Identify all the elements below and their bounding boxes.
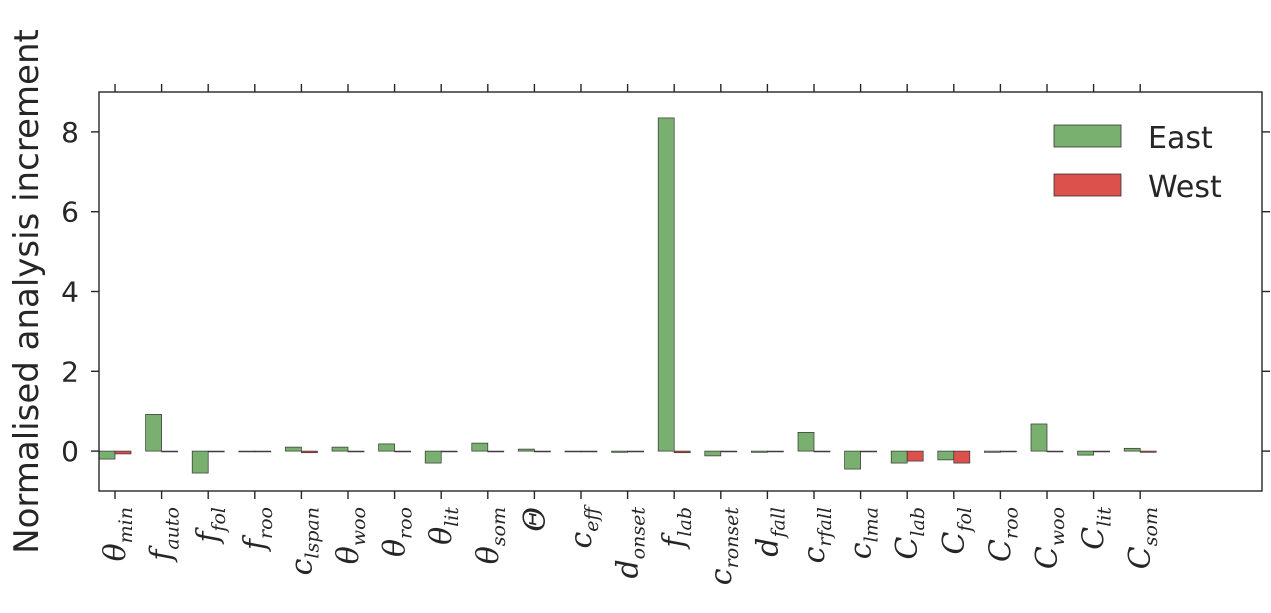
y-tick-label: 8 — [61, 116, 79, 149]
bar-west-20 — [1046, 450, 1064, 453]
x-tick-label: donset — [611, 507, 650, 579]
x-tick-label: θmin — [98, 507, 137, 561]
x-tick-label: ffol — [191, 507, 230, 545]
bar-west-17 — [906, 450, 924, 462]
legend-swatch-east — [1053, 124, 1122, 148]
x-tick-label: ceff — [564, 503, 603, 548]
x-tick-label: Cfol — [937, 507, 976, 555]
bar-west-5 — [347, 450, 365, 453]
bar-west-21 — [1093, 450, 1110, 453]
bar-east-6 — [378, 443, 395, 452]
x-tick-label: θwoo — [331, 507, 370, 564]
x-tick-label: Clit — [1077, 507, 1116, 550]
x-tick-label: θsom — [471, 507, 510, 564]
bar-east-2 — [191, 450, 209, 474]
bar-east-18 — [937, 450, 955, 461]
bar-east-20 — [1030, 423, 1048, 452]
x-tick-label: dfall — [750, 507, 789, 557]
bar-east-8 — [471, 442, 489, 452]
bar-east-15 — [797, 431, 815, 452]
bar-west-6 — [394, 450, 411, 453]
bar-east-14 — [751, 450, 768, 453]
bar-west-22 — [1139, 450, 1157, 453]
bar-east-1 — [145, 414, 162, 452]
bar-east-0 — [98, 450, 116, 460]
x-tick-label: crfall — [797, 507, 836, 563]
bar-west-11 — [627, 450, 644, 453]
bar-west-13 — [720, 450, 738, 453]
x-tick-label: θroo — [378, 507, 417, 557]
bar-west-7 — [440, 450, 458, 453]
x-tick-label: Csom — [1123, 507, 1162, 569]
bar-east-22 — [1123, 447, 1141, 452]
bar-east-13 — [704, 450, 722, 457]
bar-east-11 — [611, 450, 628, 453]
x-tick-label: Cwoo — [1030, 507, 1069, 569]
x-tick-label: fauto — [145, 507, 184, 563]
legend-label-east: East — [1148, 121, 1213, 156]
bar-west-10 — [580, 450, 598, 453]
x-tick-label: Clab — [890, 507, 929, 560]
bar-east-16 — [844, 450, 861, 470]
bar-east-9 — [518, 448, 535, 452]
bar-west-9 — [534, 450, 551, 453]
legend-label-west: West — [1148, 170, 1222, 205]
y-tick-label: 6 — [61, 196, 79, 229]
legend-swatch-west — [1053, 173, 1122, 197]
bar-west-15 — [813, 450, 831, 453]
bar-east-5 — [331, 446, 349, 452]
x-tick-label: Croo — [983, 507, 1022, 562]
bar-west-19 — [1000, 450, 1017, 453]
bar-west-14 — [767, 450, 784, 453]
bar-east-17 — [890, 450, 908, 464]
bar-west-1 — [161, 450, 178, 453]
bar-west-2 — [207, 450, 225, 453]
bar-west-16 — [860, 450, 877, 453]
y-tick-label: 4 — [61, 276, 79, 309]
bar-west-4 — [301, 450, 318, 454]
bar-west-3 — [254, 450, 272, 453]
bar-east-21 — [1077, 450, 1094, 456]
bar-west-8 — [487, 450, 505, 453]
x-tick-label: clspan — [284, 507, 323, 575]
bar-west-12 — [673, 450, 691, 454]
bar-east-12 — [657, 117, 675, 452]
x-tick-label: froo — [238, 507, 277, 552]
bar-east-4 — [285, 446, 302, 452]
bar-west-0 — [114, 450, 132, 455]
x-tick-label: flab — [657, 507, 696, 550]
y-axis-label: Normalised analysis increment — [7, 29, 47, 554]
bar-west-18 — [953, 450, 971, 464]
y-tick-label: 2 — [61, 355, 79, 388]
x-tick-label: Θ — [517, 507, 552, 532]
plot-frame — [98, 91, 1263, 492]
x-tick-label: cronset — [704, 507, 743, 586]
bar-east-7 — [424, 450, 442, 464]
bar-east-19 — [984, 450, 1001, 453]
y-tick-label: 0 — [61, 435, 79, 468]
bar-east-10 — [564, 450, 582, 453]
x-tick-label: θlit — [424, 507, 463, 545]
bar-east-3 — [238, 450, 256, 453]
x-tick-label: clma — [844, 507, 883, 559]
